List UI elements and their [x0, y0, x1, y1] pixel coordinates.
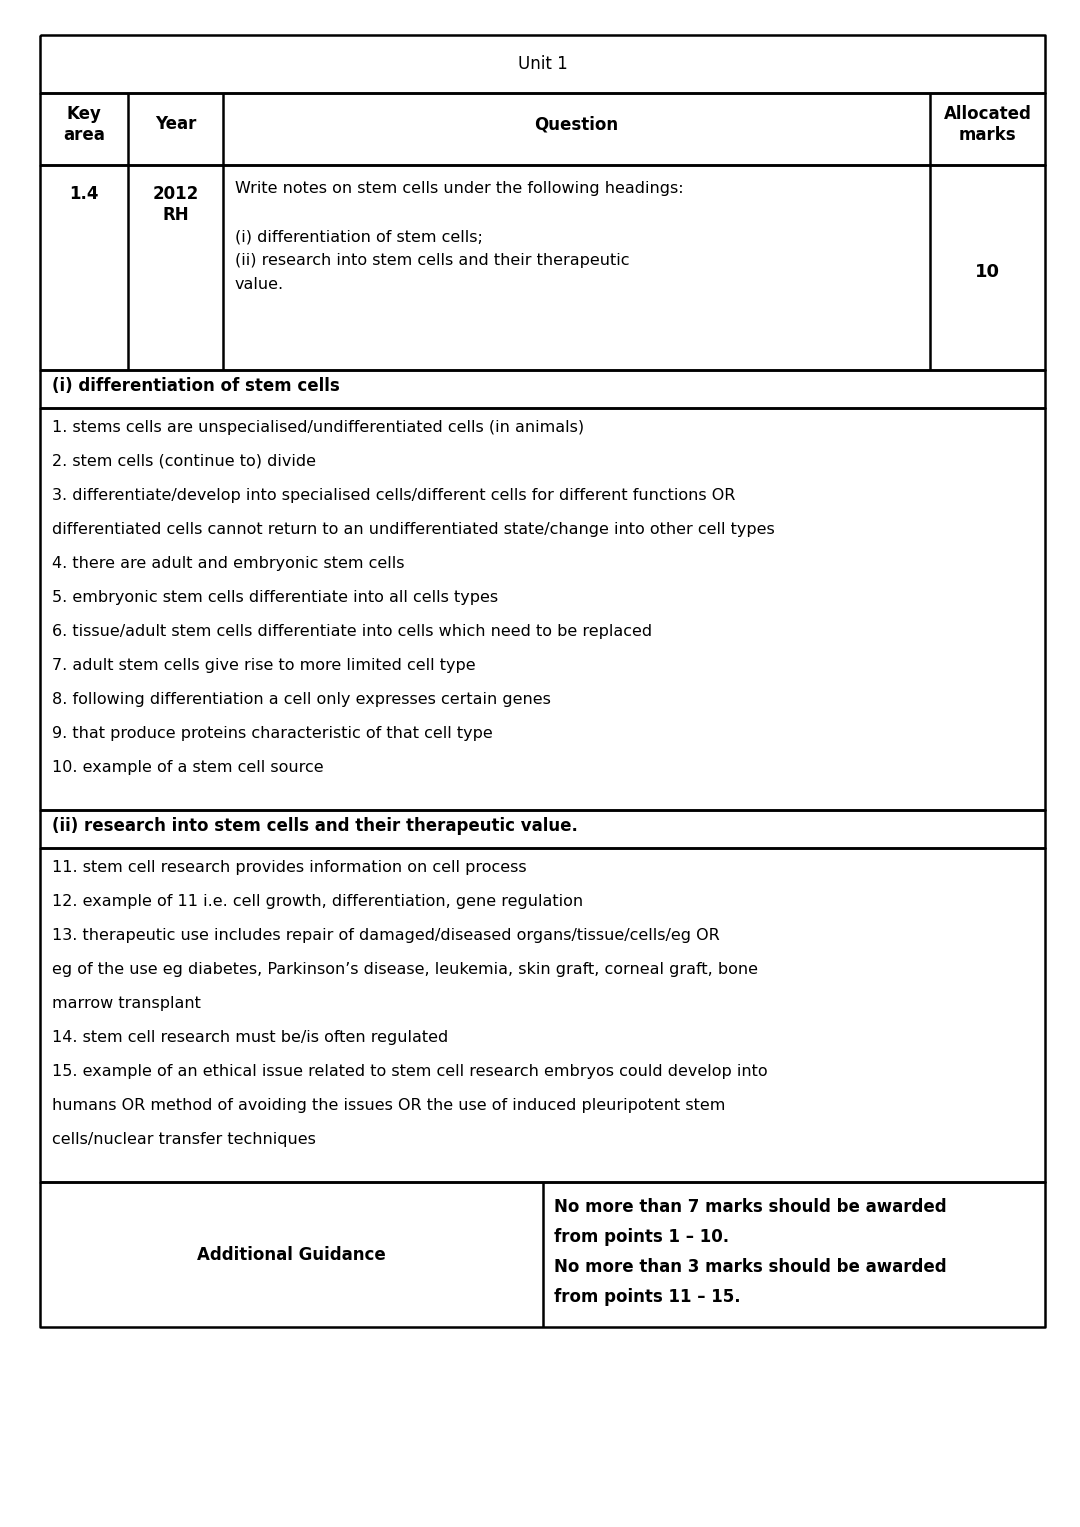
Text: cells/nuclear transfer techniques: cells/nuclear transfer techniques: [52, 1132, 315, 1147]
Text: 10. example of a stem cell source: 10. example of a stem cell source: [52, 760, 324, 776]
Text: (ii) research into stem cells and their therapeutic value.: (ii) research into stem cells and their …: [52, 817, 578, 835]
Text: No more than 7 marks should be awarded: No more than 7 marks should be awarded: [554, 1199, 947, 1215]
Text: 2012
RH: 2012 RH: [152, 185, 199, 224]
Text: 1. stems cells are unspecialised/undifferentiated cells (in animals): 1. stems cells are unspecialised/undiffe…: [52, 420, 584, 435]
Text: Question: Question: [535, 115, 619, 133]
Text: Key
area: Key area: [63, 105, 105, 144]
Text: 14. stem cell research must be/is often regulated: 14. stem cell research must be/is often …: [52, 1031, 448, 1044]
Text: eg of the use eg diabetes, Parkinson’s disease, leukemia, skin graft, corneal gr: eg of the use eg diabetes, Parkinson’s d…: [52, 962, 758, 977]
Text: 9. that produce proteins characteristic of that cell type: 9. that produce proteins characteristic …: [52, 725, 492, 741]
Text: 12. example of 11 i.e. cell growth, differentiation, gene regulation: 12. example of 11 i.e. cell growth, diff…: [52, 893, 583, 909]
Text: from points 1 – 10.: from points 1 – 10.: [554, 1228, 730, 1246]
Text: 13. therapeutic use includes repair of damaged/diseased organs/tissue/cells/eg O: 13. therapeutic use includes repair of d…: [52, 928, 719, 944]
Text: Unit 1: Unit 1: [517, 55, 567, 73]
Text: 8. following differentiation a cell only expresses certain genes: 8. following differentiation a cell only…: [52, 692, 551, 707]
Text: (i) differentiation of stem cells;: (i) differentiation of stem cells;: [235, 229, 483, 244]
Text: Additional Guidance: Additional Guidance: [197, 1246, 386, 1263]
Text: 3. differentiate/develop into specialised cells/different cells for different fu: 3. differentiate/develop into specialise…: [52, 489, 735, 502]
Text: from points 11 – 15.: from points 11 – 15.: [554, 1287, 741, 1306]
Text: Year: Year: [154, 115, 197, 133]
Text: No more than 3 marks should be awarded: No more than 3 marks should be awarded: [554, 1258, 947, 1277]
Text: (i) differentiation of stem cells: (i) differentiation of stem cells: [52, 377, 340, 395]
Text: value.: value.: [235, 276, 284, 292]
Text: 15. example of an ethical issue related to stem cell research embryos could deve: 15. example of an ethical issue related …: [52, 1064, 768, 1080]
Text: 6. tissue/adult stem cells differentiate into cells which need to be replaced: 6. tissue/adult stem cells differentiate…: [52, 625, 652, 638]
Text: 2. stem cells (continue to) divide: 2. stem cells (continue to) divide: [52, 454, 316, 469]
Text: humans OR method of avoiding the issues OR the use of induced pleuripotent stem: humans OR method of avoiding the issues …: [52, 1098, 726, 1113]
Text: marrow transplant: marrow transplant: [52, 996, 201, 1011]
Text: 10: 10: [975, 263, 1000, 281]
Text: 1.4: 1.4: [69, 185, 98, 203]
Text: differentiated cells cannot return to an undifferentiated state/change into othe: differentiated cells cannot return to an…: [52, 522, 774, 538]
Text: (ii) research into stem cells and their therapeutic: (ii) research into stem cells and their …: [235, 253, 630, 269]
Text: 5. embryonic stem cells differentiate into all cells types: 5. embryonic stem cells differentiate in…: [52, 589, 498, 605]
Text: Write notes on stem cells under the following headings:: Write notes on stem cells under the foll…: [235, 182, 684, 195]
Text: 7. adult stem cells give rise to more limited cell type: 7. adult stem cells give rise to more li…: [52, 658, 475, 673]
Text: 4. there are adult and embryonic stem cells: 4. there are adult and embryonic stem ce…: [52, 556, 405, 571]
Text: Allocated
marks: Allocated marks: [944, 105, 1031, 144]
Text: 11. stem cell research provides information on cell process: 11. stem cell research provides informat…: [52, 860, 527, 875]
